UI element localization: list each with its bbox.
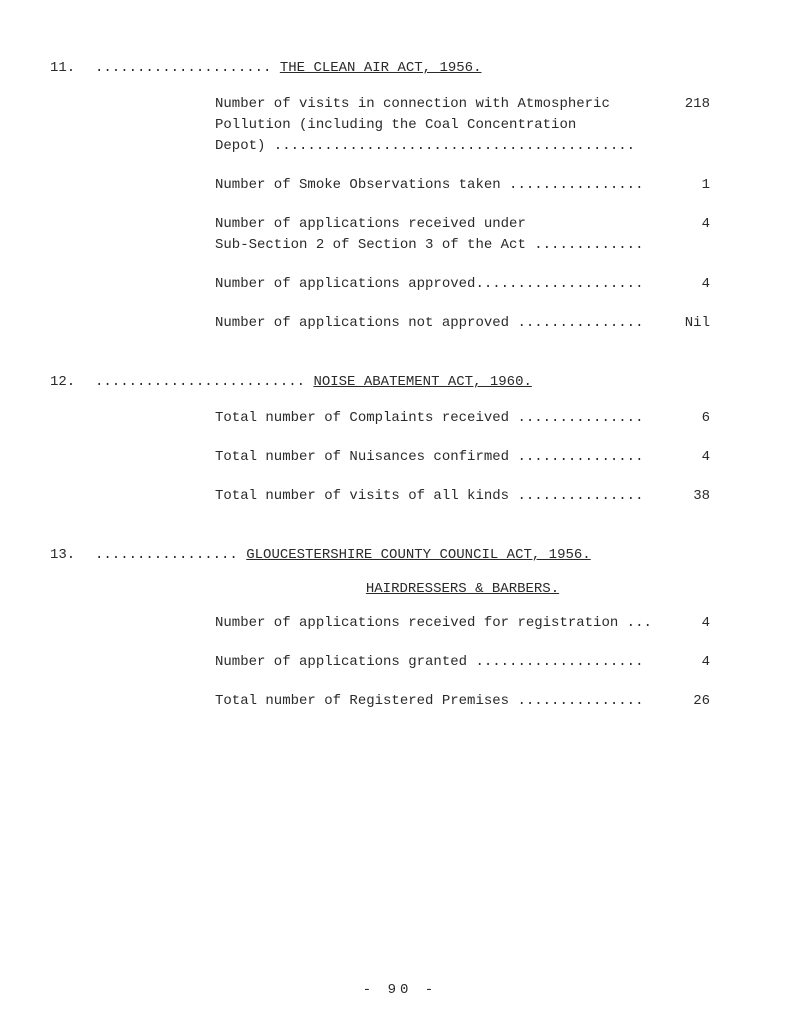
item-value: 4 — [660, 274, 710, 295]
item-row: Total number of Nuisances confirmed ....… — [215, 447, 710, 468]
item-row: Number of applications approved.........… — [215, 274, 710, 295]
item-value: 4 — [660, 447, 710, 468]
section-13-body: HAIRDRESSERS & BARBERS. Number of applic… — [215, 581, 710, 712]
item-text: Number of applications granted .........… — [215, 652, 660, 673]
item-row: Total number of Registered Premises ....… — [215, 691, 710, 712]
item-text: Total number of Complaints received ....… — [215, 408, 660, 429]
section-title: THE CLEAN AIR ACT, 1956. — [280, 60, 482, 76]
item-value: 26 — [660, 691, 710, 712]
item-row: Number of applications received for regi… — [215, 613, 710, 634]
section-dots: ................. — [95, 547, 238, 563]
section-dots: ......................... — [95, 374, 305, 390]
item-text: Total number of Registered Premises ....… — [215, 691, 660, 712]
item-value: 4 — [660, 214, 710, 256]
section-num: 12. — [50, 374, 95, 390]
item-value: 1 — [660, 175, 710, 196]
item-text: Total number of visits of all kinds ....… — [215, 486, 660, 507]
section-num: 13. — [50, 547, 95, 563]
item-row: Number of applications not approved ....… — [215, 313, 710, 334]
item-text: Number of Smoke Observations taken .....… — [215, 175, 660, 196]
item-value: 4 — [660, 652, 710, 673]
section-11-body: Number of visits in connection with Atmo… — [215, 94, 710, 334]
item-value: 38 — [660, 486, 710, 507]
item-row: Number of applications received under Su… — [215, 214, 710, 256]
section-num: 11. — [50, 60, 95, 76]
section-dots: ..................... — [95, 60, 271, 76]
section-11: 11. ..................... THE CLEAN AIR … — [50, 60, 750, 334]
section-subtitle: HAIRDRESSERS & BARBERS. — [366, 581, 559, 597]
item-row: Number of visits in connection with Atmo… — [215, 94, 710, 157]
section-title: NOISE ABATEMENT ACT, 1960. — [313, 374, 531, 390]
page: 11. ..................... THE CLEAN AIR … — [0, 0, 800, 1028]
item-text: Number of applications received for regi… — [215, 613, 660, 634]
item-text: Number of visits in connection with Atmo… — [215, 94, 660, 157]
section-11-heading: 11. ..................... THE CLEAN AIR … — [50, 60, 750, 76]
item-row: Number of Smoke Observations taken .....… — [215, 175, 710, 196]
item-row: Number of applications granted .........… — [215, 652, 710, 673]
item-text: Number of applications received under Su… — [215, 214, 660, 256]
section-13-heading: 13. ................. GLOUCESTERSHIRE CO… — [50, 547, 750, 563]
item-value: 4 — [660, 613, 710, 634]
item-text: Number of applications not approved ....… — [215, 313, 660, 334]
item-text: Number of applications approved.........… — [215, 274, 660, 295]
section-title: GLOUCESTERSHIRE COUNTY COUNCIL ACT, 1956… — [246, 547, 590, 563]
section-13: 13. ................. GLOUCESTERSHIRE CO… — [50, 547, 750, 712]
item-value: 6 — [660, 408, 710, 429]
item-text: Total number of Nuisances confirmed ....… — [215, 447, 660, 468]
item-value: 218 — [660, 94, 710, 157]
section-12-heading: 12. ......................... NOISE ABAT… — [50, 374, 750, 390]
item-row: Total number of Complaints received ....… — [215, 408, 710, 429]
item-row: Total number of visits of all kinds ....… — [215, 486, 710, 507]
section-12: 12. ......................... NOISE ABAT… — [50, 374, 750, 507]
item-value: Nil — [660, 313, 710, 334]
page-number: - 90 - — [0, 982, 800, 998]
section-12-body: Total number of Complaints received ....… — [215, 408, 710, 507]
section-subtitle-wrap: HAIRDRESSERS & BARBERS. — [215, 581, 710, 597]
